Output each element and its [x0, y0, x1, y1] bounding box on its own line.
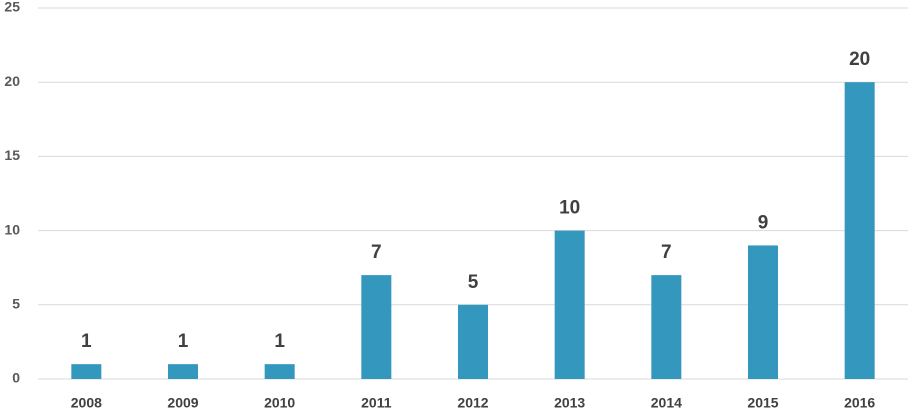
x-tick-label: 2012	[457, 395, 488, 411]
x-tick-label: 2010	[264, 395, 295, 411]
x-tick-label: 2016	[844, 395, 875, 411]
x-tick-label: 2011	[361, 395, 392, 411]
data-label: 10	[559, 198, 580, 219]
data-label: 1	[178, 331, 189, 352]
y-tick-label: 25	[4, 0, 20, 15]
bar	[651, 275, 682, 379]
x-tick-label: 2014	[651, 395, 682, 411]
y-tick-label: 0	[12, 370, 20, 386]
y-tick-label: 5	[12, 296, 20, 312]
x-tick-label: 2009	[167, 395, 198, 411]
data-label: 7	[661, 242, 672, 263]
x-tick-label: 2013	[554, 395, 585, 411]
data-label: 5	[468, 272, 479, 293]
y-tick-label: 15	[4, 147, 20, 163]
data-label: 1	[274, 331, 285, 352]
x-tick-label: 2015	[747, 395, 778, 411]
bar	[844, 82, 875, 379]
data-label: 9	[758, 212, 769, 233]
x-tick-label: 2008	[71, 395, 102, 411]
data-label: 1	[81, 331, 92, 352]
bar	[168, 364, 198, 379]
bar	[458, 304, 488, 379]
bar	[264, 364, 295, 379]
data-label: 7	[371, 242, 382, 263]
y-tick-label: 10	[4, 221, 20, 237]
bar	[361, 275, 392, 379]
bar	[554, 230, 585, 379]
data-label: 20	[849, 49, 870, 70]
bar	[71, 364, 102, 379]
y-tick-label: 20	[4, 73, 20, 89]
bar	[748, 245, 778, 379]
